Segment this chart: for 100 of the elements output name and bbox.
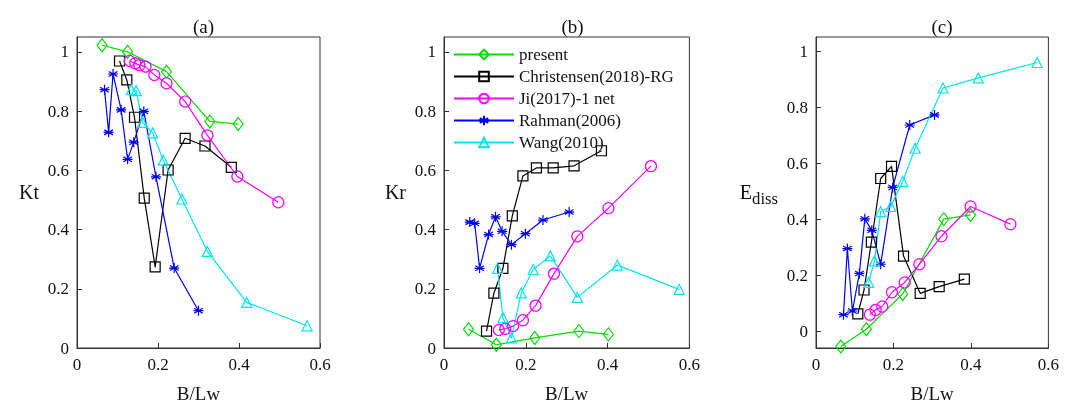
point [875, 172, 887, 185]
point [497, 311, 509, 324]
point [935, 230, 948, 243]
point [102, 126, 115, 138]
y-axis-title: Kt [19, 179, 39, 204]
point [115, 104, 127, 116]
point [866, 224, 878, 236]
point [611, 259, 623, 271]
point [201, 129, 214, 142]
point [1004, 218, 1017, 231]
point [128, 136, 140, 148]
y-tick-label: 0.2 [786, 265, 808, 285]
y-tick-label: 1 [427, 42, 436, 62]
point [885, 160, 898, 173]
point [516, 314, 530, 327]
point [887, 181, 899, 194]
point [168, 262, 180, 274]
point [529, 299, 542, 312]
y-axis-title: E$_{diss}$ [739, 179, 778, 210]
point [933, 281, 945, 293]
point [875, 258, 887, 270]
x-axis-title: B/Lw [176, 383, 221, 404]
point [938, 212, 950, 227]
point [928, 109, 941, 121]
point [148, 68, 161, 82]
y-tick-label: 0 [427, 338, 436, 358]
point [547, 162, 559, 174]
point [858, 284, 870, 296]
point [192, 305, 205, 317]
point [860, 322, 872, 337]
point [489, 211, 502, 223]
point [571, 291, 583, 303]
point [859, 213, 871, 225]
y-tick-label: 0 [799, 321, 808, 341]
point [160, 64, 173, 79]
point [602, 202, 615, 215]
legend-label: present [519, 45, 569, 64]
y-tick-label: 0.4 [414, 220, 437, 240]
point [301, 320, 313, 332]
point [529, 330, 541, 346]
point [505, 239, 518, 251]
x-tick-label: 0.6 [678, 355, 700, 374]
legend-label: Wang(2010) [519, 133, 604, 152]
x-tick-label: 0 [72, 355, 82, 374]
point [852, 308, 864, 320]
point [122, 44, 134, 59]
point [972, 72, 984, 84]
point [462, 322, 475, 337]
point [875, 205, 887, 218]
y-tick-label: 0.4 [786, 209, 809, 229]
point [530, 162, 543, 174]
point [204, 114, 216, 129]
point [913, 258, 926, 271]
point [125, 84, 137, 96]
point [160, 77, 173, 90]
point [138, 192, 150, 204]
chart-title: (c) [931, 16, 953, 38]
point [499, 322, 512, 335]
point [602, 327, 614, 342]
x-tick-label: 0.4 [960, 355, 983, 374]
x-tick-label: 0.6 [309, 355, 331, 374]
point [837, 309, 850, 321]
x-tick-label: 0 [811, 355, 821, 374]
point [128, 111, 141, 123]
point [496, 225, 508, 237]
point [231, 170, 244, 183]
point [139, 60, 152, 73]
point [909, 142, 921, 154]
y-tick-label: 0.8 [414, 101, 436, 121]
point [644, 160, 658, 173]
point [157, 154, 169, 166]
point [673, 283, 685, 295]
point [464, 216, 476, 228]
point [876, 300, 889, 313]
x-axis-title: B/Lw [545, 383, 589, 404]
x-tick-label: 0.6 [1037, 355, 1059, 374]
y-tick-label: 0.4 [47, 220, 70, 240]
point [547, 267, 561, 280]
point [113, 55, 126, 67]
point [515, 287, 527, 299]
point [149, 261, 161, 273]
x-tick-label: 0.4 [596, 355, 619, 374]
point [868, 255, 881, 267]
point [199, 140, 211, 152]
point [469, 217, 481, 229]
point [225, 161, 237, 173]
y-tick-label: 0 [60, 338, 69, 358]
legend-label: Rahman(2006) [519, 111, 621, 130]
point [863, 276, 875, 289]
point [473, 262, 486, 274]
x-tick-label: 0.4 [228, 355, 251, 374]
x-tick-label: 0.2 [515, 355, 537, 374]
point [491, 262, 504, 274]
point [937, 82, 949, 94]
x-tick-label: 0 [439, 355, 449, 374]
y-tick-label: 0.6 [786, 153, 808, 173]
point [863, 308, 876, 321]
point [914, 287, 926, 299]
point [150, 171, 162, 183]
point [492, 323, 505, 337]
